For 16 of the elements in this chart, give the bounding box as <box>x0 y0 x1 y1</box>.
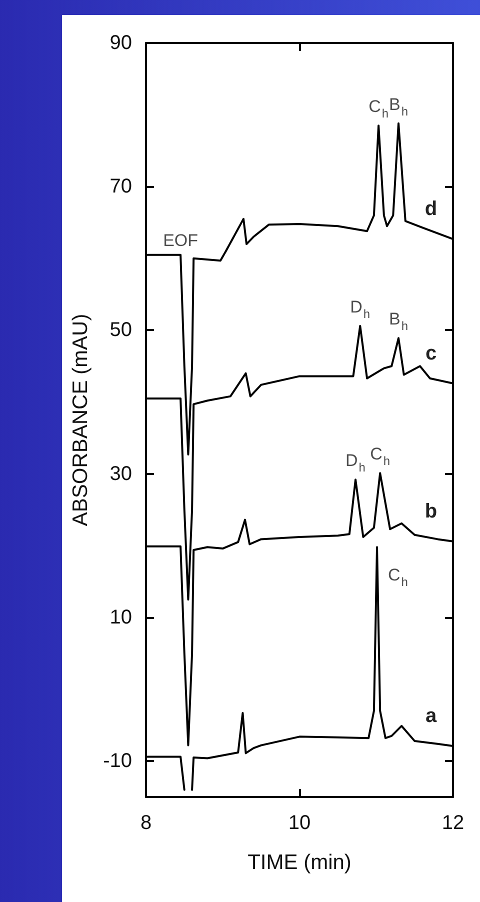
x-tick-label: 10 <box>288 812 311 834</box>
y-axis-title: ABSORBANCE (mAU) <box>69 314 92 526</box>
y-tick-label: 70 <box>110 176 132 198</box>
x-tick-label: 8 <box>140 812 152 834</box>
legend-label: c <box>425 342 437 364</box>
y-tick-label: 30 <box>110 462 132 485</box>
series-label: a <box>425 705 438 728</box>
annotation: EOF <box>163 230 198 250</box>
x-tick-label: 12 <box>442 812 464 834</box>
series-label: b <box>424 500 438 522</box>
y-tick-label: -10 <box>103 750 132 772</box>
legend-label: d <box>424 198 438 220</box>
y-tick-label: 10 <box>110 606 132 628</box>
x-axis-title: TIME (min) <box>248 851 352 874</box>
y-tick-label: 50 <box>110 319 132 342</box>
y-tick-label: 90 <box>110 32 132 54</box>
